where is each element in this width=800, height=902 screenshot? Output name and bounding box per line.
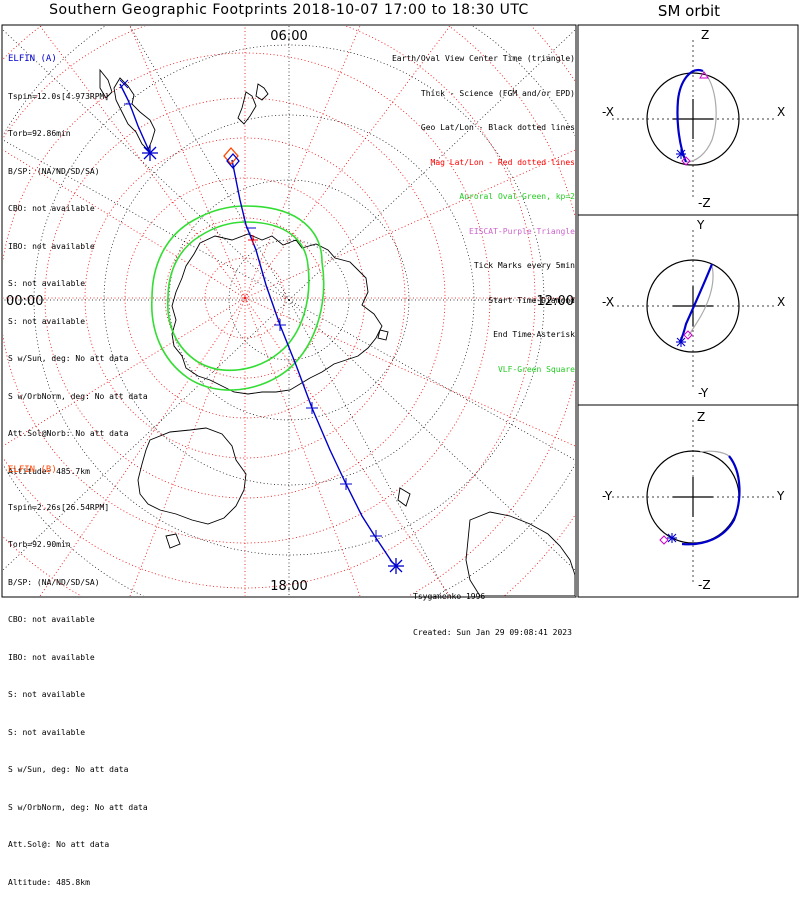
sm-track-3: [681, 455, 741, 546]
elfin-b-line: Att.Sol@: No att data: [8, 840, 110, 849]
elfin-a-line: CBO: not available: [8, 204, 95, 213]
elfin-b-line: Altitude: 485.8km: [8, 877, 90, 887]
label-06: 06:00: [270, 29, 307, 44]
sm3-left: -Y: [602, 489, 613, 503]
antarctica-outline: [171, 233, 383, 395]
sm-track-2: [679, 263, 714, 343]
sm-orbit-panel-xz: Z -Z -X X: [602, 28, 785, 210]
elfin-b-line: IBO: not available: [8, 652, 95, 662]
legend-item: Earth/Oval View Center Time (triangle): [391, 54, 575, 63]
sm-orbit-panel-xy: Y -Y -X X: [602, 218, 785, 400]
elfin-a-line: S w/OrbNorm, deg: No att data: [8, 391, 148, 401]
sm1-top: Z: [701, 28, 709, 42]
legend-item: Start Time-Diamond: [488, 295, 575, 305]
model-name: Tsyganenko-1996: [413, 592, 486, 601]
sm-panel-frame-2: [577, 214, 799, 406]
coastlines: [99, 68, 575, 596]
legend-item: Geo Lat/Lon - Black dotted lines: [420, 123, 575, 132]
legend-item: Thick - Science (FGM and/or EPD): [420, 88, 575, 98]
elfin-b-line: Tspin=2.26s[26.54RPM]: [8, 502, 110, 512]
legend: Earth/Oval View Center Time (triangle) T…: [392, 30, 575, 387]
australia-outline: [137, 427, 247, 525]
geo-lat-lon-grid: [3, 26, 575, 596]
earth-circle-1: [646, 72, 740, 166]
elfin-b-line: CBO: not available: [8, 615, 95, 624]
legend-item: VLF-Green Square: [497, 364, 575, 374]
elfin-a-track-upper: [119, 83, 151, 154]
created-timestamp: Created: Sun Jan 29 09:08:41 2023: [413, 628, 572, 637]
elfin-a-line: S: not available: [8, 279, 86, 288]
auroral-oval: [151, 205, 325, 391]
elfin-a-name: ELFIN (A): [8, 54, 57, 64]
sm3-right: Y: [776, 489, 785, 503]
elfin-b-line: S: not available: [8, 727, 86, 737]
elfin-a-line: IBO: not available: [8, 241, 95, 251]
elfin-b-start-diamond: [223, 147, 239, 165]
elfin-a-info: ELFIN (A) Tspin=12.0s[4.973RPM] Torb=92.…: [8, 28, 148, 491]
sm3-top: Z: [697, 410, 705, 424]
elfin-b-line: S: not available: [8, 690, 86, 699]
legend-item: Tick Marks every 5min: [473, 261, 575, 270]
elfin-a-track: [231, 159, 399, 568]
label-18: 18:00: [270, 579, 307, 594]
sm2-right: X: [777, 295, 785, 309]
sm2-bottom: -Y: [698, 386, 709, 400]
elfin-b-name: ELFIN (B): [8, 465, 57, 475]
elfin-b-line: S w/Sun, deg: No att data: [8, 765, 129, 774]
track-tick-marks: [119, 79, 382, 542]
mag-lat-lon-grid: [3, 26, 575, 596]
sm2-top: Y: [696, 218, 705, 232]
model-info: Tsyganenko-1996 Created: Sun Jan 29 09:0…: [413, 567, 572, 651]
elfin-b-line: S w/OrbNorm, deg: No att data: [8, 802, 148, 812]
footprint-figure: 06:00 00:00 12:00 18:00 Z -Z -X X Y -Y -…: [1, 24, 799, 598]
elfin-a-line: S w/Sun, deg: No att data: [8, 354, 129, 363]
elfin-a-end-asterisk: [388, 558, 404, 574]
legend-item: Mag Lat/Lon - Red dotted lines: [430, 157, 576, 167]
new-zealand-outline: [237, 91, 257, 125]
sm1-right: X: [777, 105, 785, 119]
elfin-a-line: Altitude: 485.7km: [8, 466, 90, 476]
map-frame: [1, 24, 577, 598]
label-00: 00:00: [6, 294, 43, 309]
sm-orbit-panel-yz: Z -Z -Y Y: [602, 410, 785, 592]
africa-outline: [465, 511, 575, 596]
sm2-left: -X: [602, 295, 614, 309]
legend-item: End Time-Asterisk: [493, 330, 575, 339]
sm-panel-frame-1: [577, 24, 799, 216]
sm1-left: -X: [602, 105, 614, 119]
label-12: 12:00: [537, 294, 574, 309]
sm-track-1: [676, 68, 704, 163]
sm1-bottom: -Z: [698, 196, 711, 210]
sm-panel-frame-3: [577, 404, 799, 598]
elfin-b-track-ticks: [248, 235, 258, 245]
elfin-a-line: Att.Sol@Norb: No att data: [8, 429, 129, 438]
legend-item: Auroral Oval-Green, kp=2: [459, 192, 575, 201]
elfin-a-start-diamond: [226, 153, 240, 169]
legend-item: EISCAT-Purple Triangle: [469, 226, 575, 236]
elfin-a-line: Tspin=12.0s[4.973RPM]: [8, 91, 110, 101]
sm-orbit-title: SM orbit: [657, 2, 721, 20]
mag-pole-marker: [242, 295, 248, 301]
elfin-a-line: S: not available: [8, 316, 86, 326]
elfin-a-end-asterisk-upper: [142, 145, 158, 161]
elfin-b-line: B/SP: (NA/ND/SD/SA): [8, 577, 100, 587]
plot-title: Southern Geographic Footprints 2018-10-0…: [49, 2, 529, 18]
elfin-a-line: B/SP: (NA/ND/SD/SA): [8, 166, 100, 176]
elfin-a-line: Torb=92.86min: [8, 129, 71, 138]
earth-circle-2: [646, 259, 740, 353]
elfin-b-line: Torb=92.90min: [8, 540, 71, 549]
sm3-bottom: -Z: [698, 578, 711, 592]
elfin-b-info: ELFIN (B) Tspin=2.26s[26.54RPM] Torb=92.…: [8, 439, 148, 902]
